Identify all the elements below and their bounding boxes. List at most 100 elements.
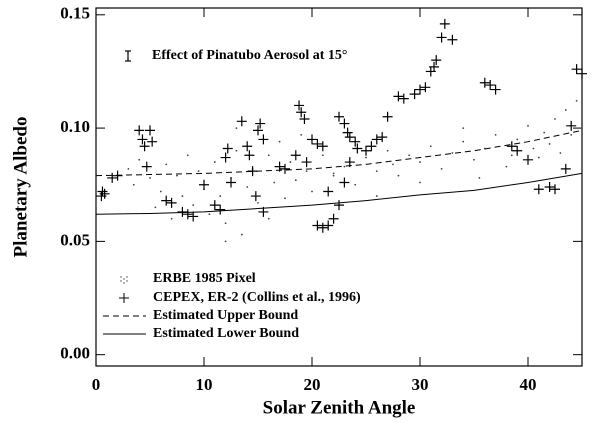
- cepex-point: [544, 182, 555, 192]
- cepex-point: [236, 116, 247, 127]
- erbe-point: [473, 158, 475, 161]
- erbe-point: [375, 170, 378, 173]
- erbe-point: [548, 143, 551, 145]
- cepex-point: [571, 64, 582, 75]
- erbe-point: [419, 181, 421, 184]
- cepex-point: [222, 143, 233, 154]
- cepex-point: [415, 84, 425, 95]
- erbe-point: [451, 152, 454, 154]
- cepex-point: [312, 220, 323, 231]
- cepex-point: [199, 179, 209, 190]
- cepex-point: [161, 195, 172, 206]
- erbe-point: [419, 161, 421, 163]
- cepex-point: [533, 184, 544, 195]
- cepex-point: [398, 93, 409, 104]
- erbe-point: [192, 204, 195, 207]
- erbe-point: [354, 183, 357, 186]
- erbe-point: [213, 161, 216, 163]
- cepex-point: [299, 114, 310, 125]
- cepex-point: [431, 55, 442, 66]
- erbe-point: [375, 195, 378, 197]
- cepex-point: [409, 89, 420, 100]
- cepex-point: [382, 111, 393, 122]
- y-tick-label: 0.00: [60, 344, 90, 363]
- x-tick-label: 0: [92, 375, 101, 394]
- erbe-point: [575, 99, 578, 102]
- erbe-point: [278, 140, 281, 143]
- y-axis-label: Planetary Albedo: [10, 117, 31, 258]
- cepex-point: [258, 134, 269, 145]
- cepex-point: [312, 138, 323, 149]
- erbe-point: [332, 172, 335, 175]
- cepex-point: [436, 32, 447, 43]
- cepex-point: [420, 82, 431, 93]
- cepex-point: [250, 191, 261, 202]
- cepex-point: [566, 120, 577, 131]
- cepex-point: [141, 161, 152, 172]
- erbe-point: [408, 154, 411, 157]
- erbe-point: [267, 154, 270, 157]
- cepex-point: [334, 111, 344, 122]
- erbe-point: [224, 222, 227, 225]
- erbe-point: [159, 190, 162, 193]
- cepex-point: [512, 145, 523, 156]
- erbe-point: [570, 133, 573, 136]
- bound-line: [95, 172, 583, 215]
- erbe-point: [505, 165, 508, 168]
- erbe-point: [462, 140, 465, 143]
- erbe-point: [527, 124, 529, 127]
- cepex-point: [296, 107, 307, 118]
- erbe-point: [311, 190, 313, 193]
- erbe-point: [267, 217, 270, 220]
- erbe-point: [397, 174, 400, 177]
- erbe-point: [365, 156, 367, 159]
- x-tick-label: 30: [412, 375, 429, 394]
- cepex-point: [244, 150, 255, 161]
- cepex-point: [242, 141, 253, 152]
- cepex-point: [352, 143, 363, 154]
- cepex-point: [439, 18, 450, 29]
- bound-line: [95, 129, 583, 177]
- cepex-point: [215, 204, 226, 215]
- erbe-point: [343, 165, 346, 168]
- cepex-point: [177, 206, 188, 217]
- legend-label: ERBE 1985 Pixel: [153, 271, 256, 286]
- erbe-point: [510, 154, 513, 157]
- erbe-point: [284, 197, 286, 200]
- cepex-point: [307, 134, 317, 145]
- legend-label: CEPEX, ER-2 (Collins et al., 1996): [153, 290, 361, 305]
- x-tick-label: 40: [520, 375, 537, 394]
- erbe-point: [197, 170, 200, 173]
- erbe-point: [386, 149, 389, 152]
- erbe-point: [170, 217, 173, 220]
- legend-label: Estimated Lower Bound: [153, 326, 299, 341]
- erbe-point: [235, 127, 238, 129]
- erbe-point: [224, 240, 227, 243]
- cepex-point: [166, 197, 177, 208]
- erbe-point: [581, 127, 583, 129]
- erbe-point: [300, 133, 303, 136]
- erbe-point: [219, 195, 222, 197]
- cepex-point: [447, 34, 458, 45]
- erbe-point: [516, 138, 519, 141]
- cepex-point: [350, 136, 361, 147]
- cepex-point: [182, 209, 193, 220]
- erbe-point: [149, 177, 151, 179]
- erbe-point: [154, 206, 157, 209]
- erbe-point: [246, 186, 249, 188]
- cepex-point: [145, 125, 155, 136]
- cepex-point: [371, 134, 382, 145]
- erbe-point: [257, 201, 259, 204]
- erbe-point: [165, 163, 168, 166]
- cepex-point: [485, 80, 496, 91]
- x-axis-label: Solar Zenith Angle: [263, 397, 416, 418]
- erbe-point: [208, 213, 211, 216]
- erbe-point: [305, 170, 308, 173]
- cepex-point: [393, 91, 404, 102]
- cepex-point: [99, 188, 110, 199]
- cepex-point: [334, 200, 344, 211]
- legend: ERBE 1985 Pixel CEPEX, ER-2 (Collins et …: [103, 271, 361, 341]
- erbe-point: [176, 174, 178, 177]
- cepex-point: [301, 157, 312, 168]
- erbe-point: [332, 174, 335, 177]
